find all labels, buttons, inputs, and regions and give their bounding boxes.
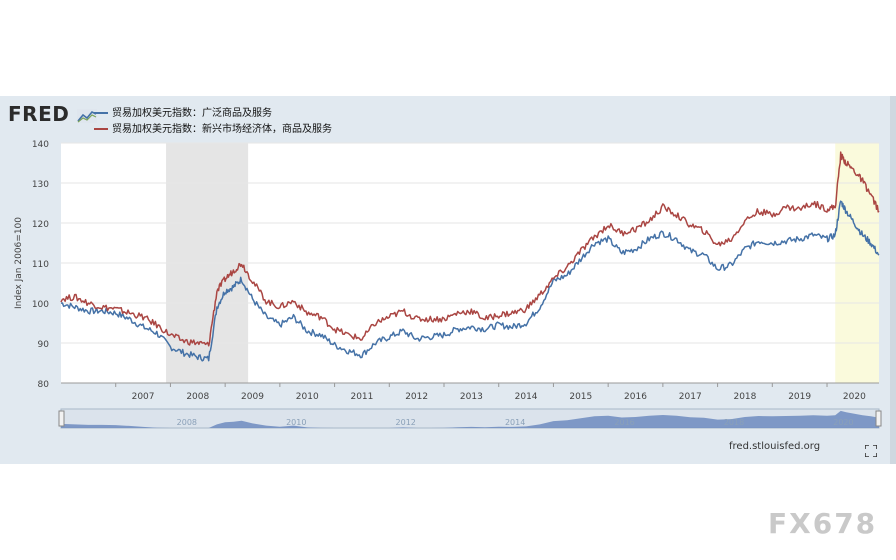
y-tick-label: 100 xyxy=(32,300,49,310)
x-tick-label: 2009 xyxy=(241,392,264,402)
legend-item-emerging[interactable]: 贸易加权美元指数：新兴市场经济体，商品及服务 xyxy=(94,120,332,135)
y-tick-label: 140 xyxy=(32,140,49,150)
legend-label-broad: 贸易加权美元指数：广泛商品及服务 xyxy=(112,108,272,119)
source-link[interactable]: fred.stlouisfed.org xyxy=(729,441,821,452)
y-tick-label: 120 xyxy=(32,220,49,230)
navigator-area xyxy=(61,410,879,428)
navigator-label: 2014 xyxy=(505,418,525,427)
navigator-label: 2010 xyxy=(286,418,306,427)
x-tick-label: 2020 xyxy=(843,392,866,402)
series-line-0 xyxy=(60,200,880,362)
fred-logo-text: FRED xyxy=(8,102,70,126)
navigator-label: 2020 xyxy=(833,418,853,427)
x-tick-label: 2016 xyxy=(624,392,647,402)
navigator-label: 2016 xyxy=(614,418,634,427)
panel-edge xyxy=(890,96,896,464)
fred-chart-icon xyxy=(76,108,97,123)
legend-swatch-broad xyxy=(94,112,108,114)
x-tick-label: 2012 xyxy=(405,392,428,402)
x-tick-label: 2008 xyxy=(186,392,209,402)
watermark: FX678 xyxy=(768,507,878,540)
x-tick-label: 2015 xyxy=(569,392,592,402)
y-tick-label: 90 xyxy=(38,340,50,350)
x-tick-label: 2013 xyxy=(460,392,483,402)
navigator-label: 2018 xyxy=(724,418,744,427)
x-tick-label: 2010 xyxy=(296,392,319,402)
x-tick-label: 2018 xyxy=(733,392,756,402)
y-axis-label: Index Jan 2006=100 xyxy=(14,217,24,309)
series-line-1 xyxy=(60,151,880,347)
x-tick-label: 2014 xyxy=(515,392,538,402)
y-tick-label: 130 xyxy=(32,180,49,190)
legend-item-broad[interactable]: 贸易加权美元指数：广泛商品及服务 xyxy=(94,104,272,119)
legend-swatch-emerging xyxy=(94,128,108,130)
y-tick-label: 80 xyxy=(38,380,50,390)
x-tick-label: 2007 xyxy=(132,392,155,402)
x-tick-label: 2017 xyxy=(679,392,702,402)
y-tick-label: 110 xyxy=(32,260,49,270)
x-tick-label: 2019 xyxy=(788,392,811,402)
navigator-label: 2008 xyxy=(177,418,197,427)
navigator-label: 2012 xyxy=(396,418,416,427)
navigator-handle-left[interactable] xyxy=(58,410,65,427)
fred-logo[interactable]: FRED xyxy=(8,102,97,126)
range-navigator[interactable]: 2008 2010 2012 2014 2016 2018 2020 xyxy=(58,408,882,429)
navigator-handle-right[interactable] xyxy=(875,410,882,427)
x-tick-label: 2011 xyxy=(350,392,373,402)
fullscreen-icon[interactable] xyxy=(865,445,877,457)
legend-label-emerging: 贸易加权美元指数：新兴市场经济体，商品及服务 xyxy=(112,124,332,135)
